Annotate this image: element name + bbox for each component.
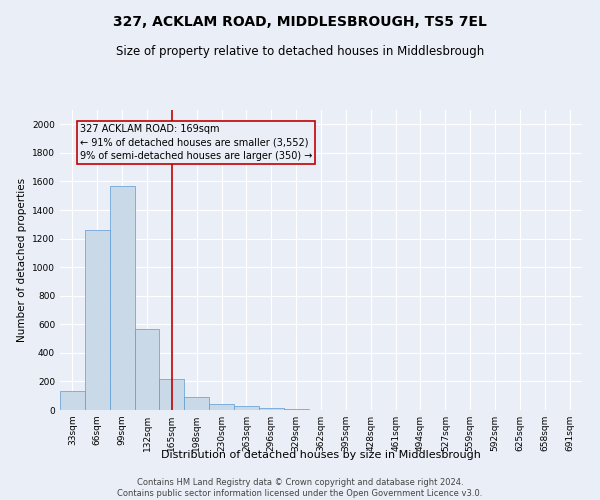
Bar bbox=[160, 378, 184, 410]
Bar bbox=[85, 230, 110, 410]
Text: 327 ACKLAM ROAD: 169sqm
← 91% of detached houses are smaller (3,552)
9% of semi-: 327 ACKLAM ROAD: 169sqm ← 91% of detache… bbox=[80, 124, 312, 160]
Text: 327, ACKLAM ROAD, MIDDLESBROUGH, TS5 7EL: 327, ACKLAM ROAD, MIDDLESBROUGH, TS5 7EL bbox=[113, 15, 487, 29]
Bar bbox=[184, 397, 209, 410]
Bar bbox=[259, 408, 284, 410]
Text: Distribution of detached houses by size in Middlesbrough: Distribution of detached houses by size … bbox=[161, 450, 481, 460]
Text: Size of property relative to detached houses in Middlesbrough: Size of property relative to detached ho… bbox=[116, 45, 484, 58]
Bar bbox=[209, 404, 234, 410]
Y-axis label: Number of detached properties: Number of detached properties bbox=[17, 178, 26, 342]
Bar bbox=[110, 186, 134, 410]
Text: Contains HM Land Registry data © Crown copyright and database right 2024.
Contai: Contains HM Land Registry data © Crown c… bbox=[118, 478, 482, 498]
Bar bbox=[134, 328, 160, 410]
Bar bbox=[234, 406, 259, 410]
Bar bbox=[60, 392, 85, 410]
